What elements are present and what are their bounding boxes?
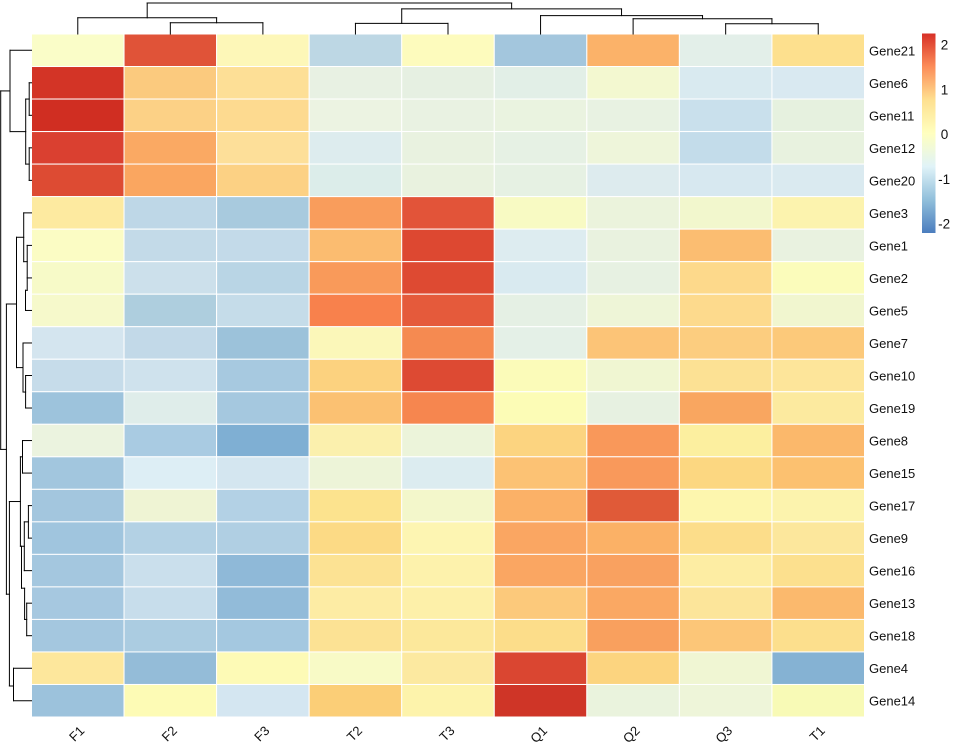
svg-text:Gene5: Gene5 <box>869 303 908 318</box>
svg-text:Gene12: Gene12 <box>869 141 915 156</box>
svg-text:Gene4: Gene4 <box>869 661 908 676</box>
svg-text:1: 1 <box>941 82 949 97</box>
svg-text:Gene11: Gene11 <box>869 108 914 123</box>
svg-text:Gene8: Gene8 <box>869 434 908 449</box>
svg-text:2: 2 <box>941 38 949 53</box>
svg-text:Gene20: Gene20 <box>869 173 915 188</box>
svg-text:Gene6: Gene6 <box>869 76 908 91</box>
svg-text:-2: -2 <box>938 217 950 232</box>
svg-text:Gene2: Gene2 <box>869 271 908 286</box>
svg-text:Gene1: Gene1 <box>869 238 908 253</box>
svg-text:-1: -1 <box>938 172 950 187</box>
svg-text:Gene21: Gene21 <box>869 43 915 58</box>
svg-text:Gene7: Gene7 <box>869 336 908 351</box>
svg-text:Gene15: Gene15 <box>869 466 915 481</box>
svg-text:Gene9: Gene9 <box>869 531 908 546</box>
svg-text:Gene10: Gene10 <box>869 369 915 384</box>
svg-text:0: 0 <box>941 127 949 142</box>
svg-text:Gene14: Gene14 <box>869 694 915 709</box>
svg-text:Gene17: Gene17 <box>869 499 915 514</box>
svg-text:Gene16: Gene16 <box>869 564 915 579</box>
svg-text:Gene3: Gene3 <box>869 206 908 221</box>
svg-text:Gene19: Gene19 <box>869 401 915 416</box>
svg-text:Gene18: Gene18 <box>869 629 915 644</box>
svg-text:Gene13: Gene13 <box>869 596 915 611</box>
